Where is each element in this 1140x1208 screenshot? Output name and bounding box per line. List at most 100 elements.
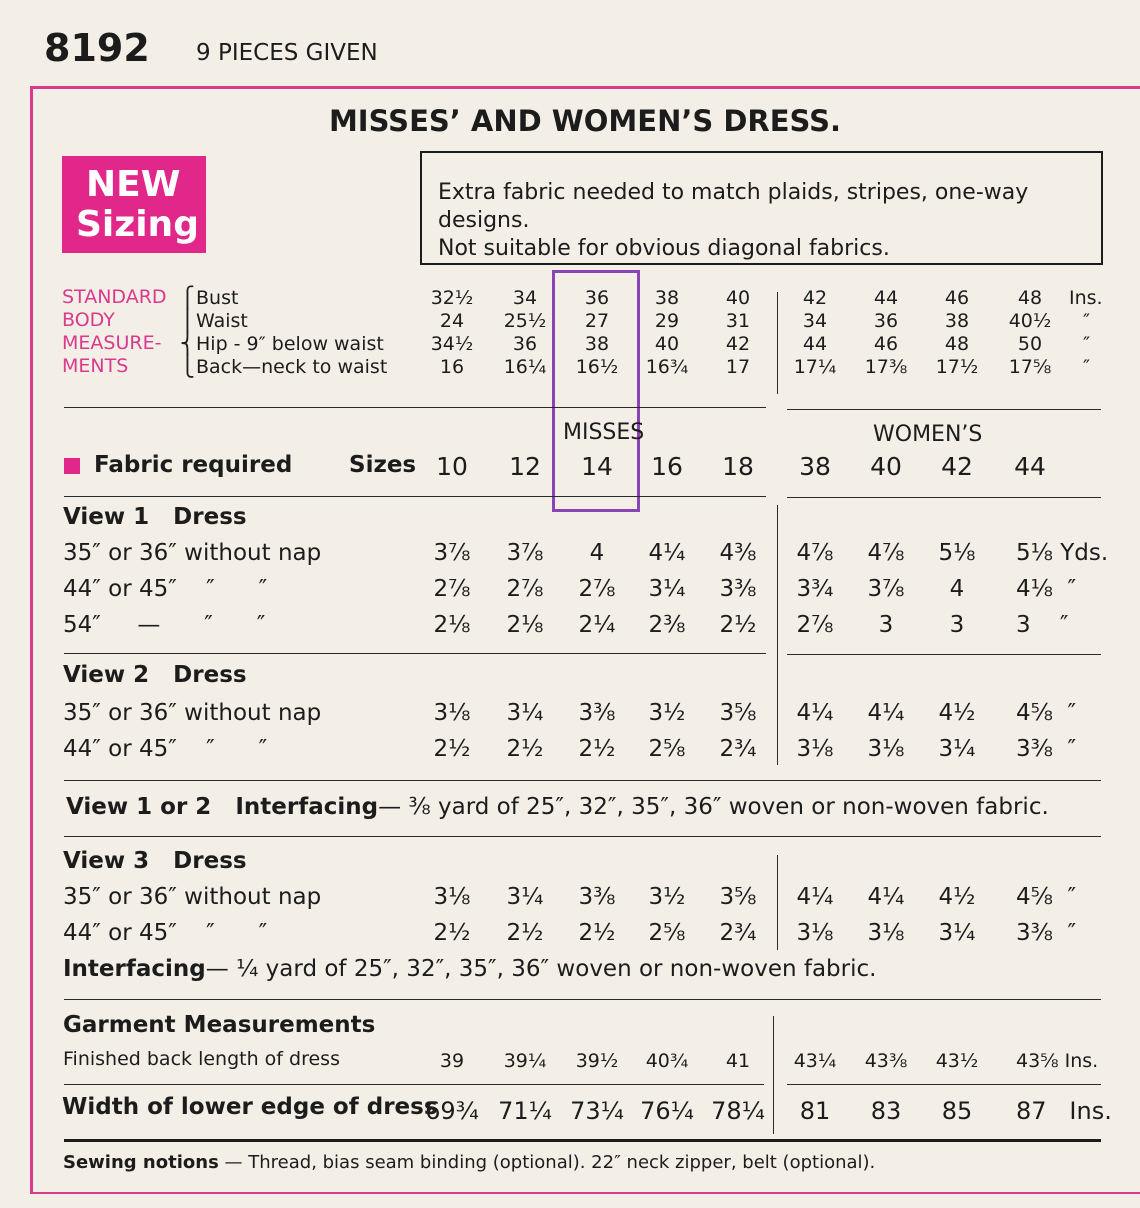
yardage-value: 3⅛ — [867, 736, 905, 762]
yardage-value: 2½ — [578, 920, 616, 946]
back-length-value: 39½ — [575, 1050, 619, 1072]
yardage-value: 4⅞ — [867, 540, 905, 566]
yardage-value: 3 — [949, 612, 965, 638]
yardage-value: 3⅛ — [433, 884, 471, 910]
unit-label: ″ — [1083, 356, 1091, 378]
unit-label: ″ — [1083, 333, 1091, 355]
pieces-given: 9 PIECES GIVEN — [196, 40, 378, 66]
divider — [64, 1139, 1101, 1142]
body-meas-value: 44 — [873, 287, 899, 309]
divider — [64, 836, 1101, 837]
body-meas-value: 17¼ — [793, 356, 837, 378]
body-meas-value: 32½ — [430, 287, 474, 309]
width-value: 73¼ — [570, 1097, 624, 1125]
yardage-value: 2½ — [719, 612, 757, 638]
body-meas-value: 42 — [725, 333, 751, 355]
unit-label: Ins. — [1069, 287, 1103, 309]
body-meas-value: 25½ — [503, 310, 547, 332]
sizes-label: Sizes — [349, 452, 417, 478]
yardage-value: 3¼ — [938, 736, 976, 762]
interfacing-3-line: Interfacing— ¼ yard of 25″, 32″, 35″, 36… — [63, 956, 876, 982]
body-meas-value: 48 — [1017, 287, 1043, 309]
yardage-value: 2½ — [506, 736, 544, 762]
body-meas-label-3: MEASURE- — [62, 332, 162, 354]
fabric-note-box: Extra fabric needed to match plaids, str… — [420, 151, 1103, 265]
interfacing-12-line: View 1 or 2 Interfacing— ⅜ yard of 25″, … — [66, 794, 1049, 820]
yardage-value: 3⅞ — [867, 576, 905, 602]
yardage-value: 4¼ — [648, 540, 686, 566]
yardage-value: 4 — [949, 576, 965, 602]
yardage-value: 5⅛ — [938, 540, 976, 566]
width-label: Width of lower edge of dress — [62, 1094, 438, 1120]
pink-bullet — [64, 458, 80, 474]
notions-line: Sewing notions — Thread, bias seam bindi… — [63, 1152, 875, 1173]
body-meas-value: 50 — [1017, 333, 1043, 355]
yardage-value: 3 ″ — [1016, 612, 1069, 638]
garment-title: Garment Measurements — [63, 1012, 376, 1038]
back-length-value: 43⅜ — [864, 1050, 908, 1072]
body-meas-value: 46 — [873, 333, 899, 355]
row-label: Hip - 9″ below waist — [196, 333, 384, 355]
yardage-value: 2⅞ — [506, 576, 544, 602]
body-meas-value: 38 — [654, 287, 680, 309]
body-meas-value: 17⅜ — [864, 356, 908, 378]
back-length-value: 43¼ — [793, 1050, 837, 1072]
width-value: 71¼ — [498, 1097, 552, 1125]
yardage-value: 4½ — [938, 884, 976, 910]
new-sizing-line1: NEW — [86, 164, 181, 205]
row-label: 35″ or 36″ without nap — [63, 884, 322, 910]
row-label: 54″ — ″ ″ — [63, 612, 266, 638]
womens-label: WOMEN’S — [873, 422, 983, 447]
fabric-note-line1: Extra fabric needed to match plaids, str… — [438, 180, 1029, 233]
back-length-value: 40¾ — [645, 1050, 689, 1072]
row-label: Bust — [196, 287, 239, 309]
yardage-value: 3½ — [648, 884, 686, 910]
yardage-value: 2¼ — [578, 612, 616, 638]
back-length-value: 39¼ — [503, 1050, 547, 1072]
body-meas-value: 16¼ — [503, 356, 547, 378]
body-meas-value: 36 — [512, 333, 538, 355]
yardage-value: 2⅜ — [648, 612, 686, 638]
yardage-value: 2¾ — [719, 920, 757, 946]
body-meas-value: 46 — [944, 287, 970, 309]
pattern-frame — [30, 86, 1140, 1194]
fabric-required-label: Fabric required — [94, 452, 293, 478]
yardage-value: 4 — [589, 540, 605, 566]
body-meas-value: 40½ — [1008, 310, 1052, 332]
body-meas-brace: ⎧ ⎪ ⎨ ⎩ — [180, 285, 195, 378]
body-meas-value: 48 — [944, 333, 970, 355]
row-label: Waist — [196, 310, 248, 332]
yardage-value: 4⅜ — [719, 540, 757, 566]
yardage-value: 2⅛ — [506, 612, 544, 638]
yardage-value: 3¼ — [648, 576, 686, 602]
body-meas-value: 34 — [512, 287, 538, 309]
column-divider — [777, 505, 778, 765]
divider — [64, 407, 766, 408]
notions-text: — Thread, bias seam binding (optional). … — [224, 1152, 876, 1173]
yardage-value: 4¼ — [796, 700, 834, 726]
yardage-value: 4⅝ ″ — [1016, 884, 1077, 910]
yardage-value: 2⅞ — [433, 576, 471, 602]
row-label: 35″ or 36″ without nap — [63, 540, 322, 566]
yardage-value: 2⅛ — [433, 612, 471, 638]
body-meas-value: 31 — [725, 310, 751, 332]
yardage-value: 2⅝ — [648, 920, 686, 946]
yardage-value: 3⅝ — [719, 884, 757, 910]
yardage-value: 3⅛ — [433, 700, 471, 726]
yardage-value: 2⅝ — [648, 736, 686, 762]
body-meas-value: 34 — [802, 310, 828, 332]
yardage-value: 4¼ — [796, 884, 834, 910]
pattern-number: 8192 — [44, 26, 150, 70]
body-meas-value: 16¾ — [645, 356, 689, 378]
new-sizing-badge: NEW Sizing — [62, 156, 206, 253]
interfacing-3-text: — ¼ yard of 25″, 32″, 35″, 36″ woven or … — [205, 956, 877, 982]
divider — [787, 654, 1101, 655]
width-value: 83 — [870, 1097, 902, 1125]
interfacing-12-text: — ⅜ yard of 25″, 32″, 35″, 36″ woven or … — [378, 794, 1049, 820]
yardage-value: 4¼ — [867, 700, 905, 726]
yardage-value: 3¼ — [938, 920, 976, 946]
yardage-value: 3⅞ — [506, 540, 544, 566]
body-meas-value: 17⅝ — [1008, 356, 1052, 378]
view3-title: View 3 Dress — [63, 848, 247, 874]
row-label: 35″ or 36″ without nap — [63, 700, 322, 726]
